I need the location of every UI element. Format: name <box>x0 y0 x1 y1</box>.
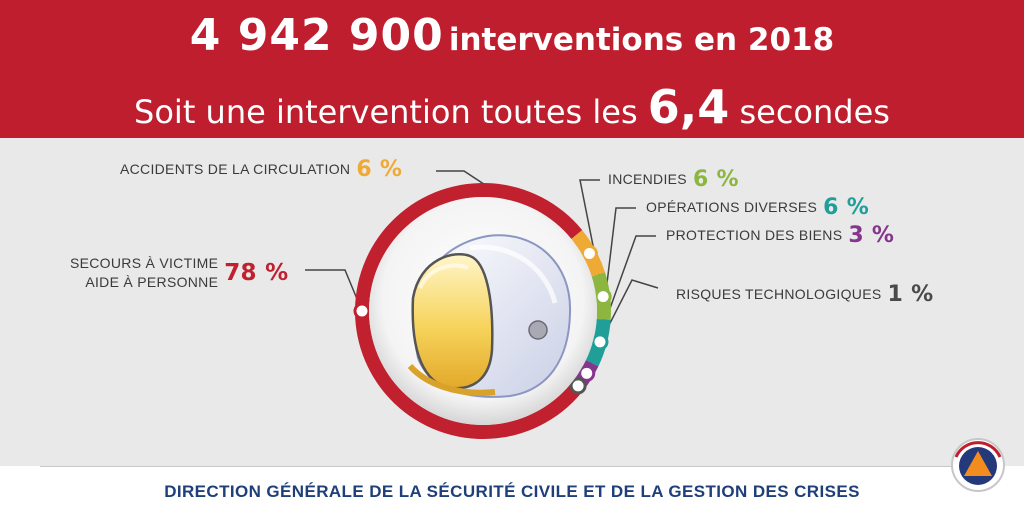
slice-label-incendies: INCENDIES 6 % <box>608 167 739 192</box>
slice-label-risques: RISQUES TECHNOLOGIQUES 1 % <box>676 282 933 307</box>
civil-protection-logo-icon <box>951 438 1005 492</box>
slice-label-secours: SECOURS À VICTIME AIDE À PERSONNE 78 % <box>70 254 289 292</box>
protection-label: PROTECTION DES BIENS <box>666 227 843 243</box>
frequency-value: 6,4 <box>647 80 730 134</box>
chart-area: SECOURS À VICTIME AIDE À PERSONNE 78 % A… <box>0 138 1024 466</box>
secours-label-line2: AIDE À PERSONNE <box>85 274 219 290</box>
donut-slices <box>353 183 612 440</box>
footer-org-name: DIRECTION GÉNÉRALE DE LA SÉCURITÉ CIVILE… <box>164 482 860 501</box>
incendies-label: INCENDIES <box>608 171 687 187</box>
headline-interventions: 4 942 900 interventions en 2018 <box>0 10 1024 61</box>
secours-percent: 78 % <box>224 260 289 286</box>
slice-marker-protection <box>578 364 596 382</box>
accidents-label: ACCIDENTS DE LA CIRCULATION <box>120 161 351 177</box>
footer-divider <box>40 466 960 467</box>
footer: DIRECTION GÉNÉRALE DE LA SÉCURITÉ CIVILE… <box>0 466 1024 512</box>
slice-marker-risques <box>569 377 587 395</box>
accidents-percent: 6 % <box>356 157 403 182</box>
operations-percent: 6 % <box>823 195 870 220</box>
risques-label: RISQUES TECHNOLOGIQUES <box>676 286 882 302</box>
slice-marker-incendies <box>594 288 612 306</box>
protection-percent: 3 % <box>848 223 895 248</box>
interventions-count: 4 942 900 <box>189 10 444 61</box>
slice-marker-secours <box>353 302 371 320</box>
interventions-year-text: interventions en 2018 <box>448 22 835 58</box>
slice-label-operations: OPÉRATIONS DIVERSES 6 % <box>646 195 869 220</box>
headline-frequency: Soit une intervention toutes les 6,4 sec… <box>0 80 1024 134</box>
leader-line-secours <box>305 269 363 312</box>
firefighter-helmet-icon <box>407 234 572 398</box>
incendies-percent: 6 % <box>692 167 739 192</box>
frequency-suffix: secondes <box>739 93 890 131</box>
slice-secours <box>355 183 583 440</box>
slice-label-accidents: ACCIDENTS DE LA CIRCULATION 6 % <box>120 157 402 182</box>
risques-percent: 1 % <box>887 282 934 307</box>
secours-label-line1: SECOURS À VICTIME <box>70 255 219 271</box>
header-banner: 4 942 900 interventions en 2018 Soit une… <box>0 0 1024 138</box>
frequency-prefix: Soit une intervention toutes les <box>134 93 638 131</box>
operations-label: OPÉRATIONS DIVERSES <box>646 199 818 215</box>
slice-label-protection: PROTECTION DES BIENS 3 % <box>666 223 894 248</box>
slice-marker-operations <box>591 333 609 351</box>
donut-chart <box>305 170 659 440</box>
slice-marker-accidents <box>580 244 598 262</box>
